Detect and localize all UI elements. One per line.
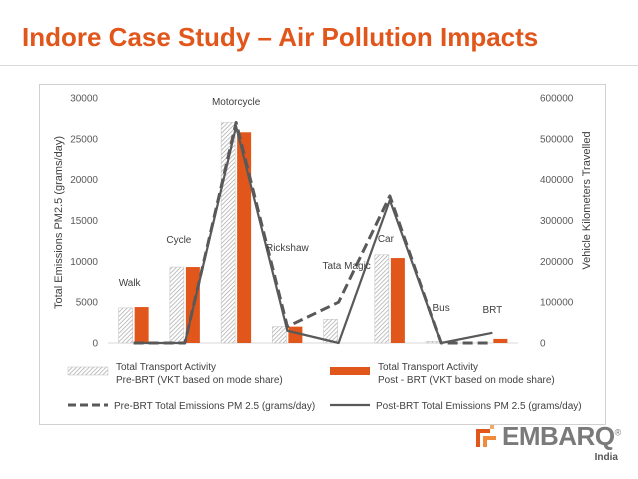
category-label: Bus [433, 303, 450, 314]
legend-swatch-post-brt-activity [330, 367, 370, 375]
pre-brt-activity-bar [169, 266, 185, 344]
category-label: BRT [482, 305, 502, 316]
right-axis-tick-label: 100000 [540, 298, 574, 309]
left-axis-tick-label: 20000 [70, 175, 98, 186]
legend-label-post-brt-emissions: Post-BRT Total Emissions PM 2.5 (grams/d… [376, 401, 582, 412]
category-label: Motorcycle [212, 97, 261, 108]
pre-brt-activity-bar [272, 326, 287, 344]
right-axis-tick-label: 300000 [540, 216, 574, 227]
slide-title: Indore Case Study – Air Pollution Impact… [22, 22, 539, 52]
left-axis-tick-label: 0 [92, 339, 98, 350]
left-axis-tick-label: 5000 [76, 298, 99, 309]
legend-label-post-brt-activity-line2: Post - BRT (VKT based on mode share) [378, 375, 555, 386]
legend-label-pre-brt-activity-line1: Total Transport Activity [116, 362, 216, 373]
right-axis-tick-label: 600000 [540, 94, 574, 105]
post-brt-emissions-line [133, 125, 493, 345]
right-axis-title: Vehicle Kilometers Travelled [581, 131, 593, 269]
category-label: Cycle [166, 235, 191, 246]
category-label: Tata Magic [322, 261, 370, 272]
legend-label-pre-brt-emissions: Pre-BRT Total Emissions PM 2.5 (grams/da… [114, 401, 315, 412]
pre-brt-activity-bar [118, 307, 133, 344]
left-axis-tick-label: 25000 [70, 134, 98, 145]
right-axis-tick-label: 0 [540, 339, 546, 350]
title-divider [0, 65, 638, 66]
category-label: Car [378, 234, 395, 245]
chart: 0500010000150002000025000300000100000200… [53, 94, 593, 413]
legend-label-post-brt-activity-line1: Total Transport Activity [378, 362, 478, 373]
post-brt-activity-bar [134, 307, 149, 343]
category-label: Rickshaw [266, 243, 310, 254]
legend-label-pre-brt-activity-line2: Pre-BRT (VKT based on mode share) [116, 375, 283, 386]
left-axis-tick-label: 10000 [70, 257, 98, 268]
pre-brt-activity-bar [425, 341, 441, 344]
embarq-logo: EMBARQ® India [474, 421, 624, 469]
embarq-logo-mark [476, 425, 496, 447]
pre-brt-activity-bar [323, 319, 338, 344]
post-brt-activity-bar [237, 132, 252, 343]
post-brt-activity-bar [493, 338, 508, 343]
pre-brt-activity-bar [374, 254, 390, 344]
embarq-logo-text: EMBARQ® [502, 421, 621, 451]
right-axis-tick-label: 500000 [540, 134, 574, 145]
left-axis-tick-label: 15000 [70, 216, 98, 227]
left-axis-tick-label: 30000 [70, 94, 98, 105]
pre-brt-emissions-line [133, 121, 493, 345]
right-axis-tick-label: 400000 [540, 175, 574, 186]
legend-swatch-pre-brt-activity [67, 366, 109, 376]
post-brt-activity-bar [390, 258, 405, 343]
right-axis-tick-label: 200000 [540, 257, 574, 268]
embarq-logo-subtitle: India [594, 452, 618, 463]
chart-container: 0 5000 10000 15000 20000 25000 30000 0 100000 200… [39, 84, 606, 425]
left-axis-title: Total Emissions PM2.5 (grams/day) [53, 136, 65, 309]
category-label: Walk [119, 278, 142, 289]
